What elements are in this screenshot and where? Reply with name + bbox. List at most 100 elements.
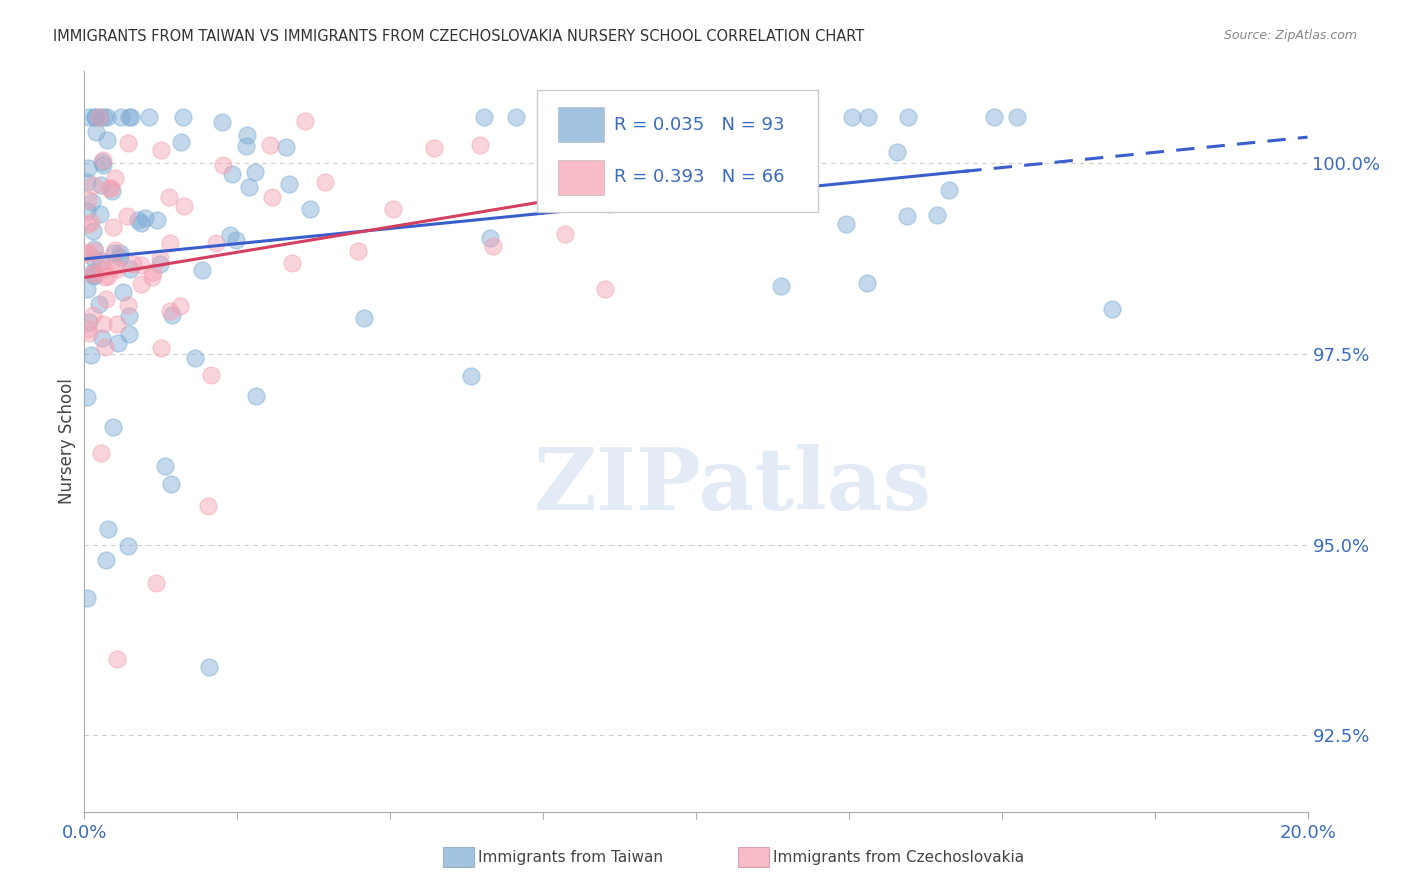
Point (236, 128, 259, 142)
Y-axis label: Nursery School: Nursery School (58, 378, 76, 505)
Point (94, 293, 117, 307)
Point (91, 153, 114, 168)
Point (478, 231, 501, 245)
Point (77, 193, 100, 207)
Point (101, 184, 124, 198)
Point (146, 213, 169, 227)
Point (91, 331, 114, 345)
Text: IMMIGRANTS FROM TAIWAN VS IMMIGRANTS FROM CZECHOSLOVAKIA NURSERY SCHOOL CORRELAT: IMMIGRANTS FROM TAIWAN VS IMMIGRANTS FRO… (53, 29, 865, 44)
Point (382, 202, 405, 217)
Point (141, 270, 163, 285)
Point (481, 239, 503, 253)
Point (856, 277, 879, 291)
Point (76, 175, 98, 189)
FancyBboxPatch shape (537, 90, 818, 212)
Point (554, 227, 576, 242)
Point (260, 190, 283, 204)
Point (108, 251, 131, 265)
Point (84, 125, 107, 139)
Point (84, 110, 107, 124)
Point (96, 110, 118, 124)
Point (221, 167, 243, 181)
Point (159, 476, 181, 491)
Point (897, 110, 920, 124)
Point (200, 368, 222, 383)
Text: Immigrants from Czechoslovakia: Immigrants from Czechoslovakia (773, 850, 1025, 864)
Point (353, 311, 375, 326)
Point (347, 244, 370, 258)
Point (94, 270, 117, 285)
Point (235, 139, 257, 153)
Point (117, 298, 139, 312)
Point (93, 262, 115, 277)
Point (104, 171, 127, 186)
Point (76, 245, 98, 260)
Point (155, 458, 177, 473)
Point (76, 322, 98, 336)
Point (159, 303, 181, 318)
Point (278, 177, 301, 191)
Point (90, 253, 112, 268)
Point (89, 110, 111, 124)
Point (150, 341, 173, 355)
Point (87, 296, 110, 310)
Point (925, 209, 948, 223)
Point (160, 308, 183, 322)
Point (138, 110, 160, 124)
Point (245, 165, 267, 179)
Point (80, 267, 103, 281)
Point (460, 368, 482, 383)
Point (93, 340, 115, 354)
Point (856, 110, 879, 124)
Point (274, 140, 297, 154)
Point (117, 136, 139, 151)
Text: R = 0.393   N = 66: R = 0.393 N = 66 (614, 169, 785, 186)
Point (129, 277, 152, 291)
Point (149, 252, 172, 266)
Point (173, 199, 195, 213)
Point (76, 282, 98, 296)
Point (170, 135, 193, 149)
Point (82, 308, 104, 322)
Text: Source: ZipAtlas.com: Source: ZipAtlas.com (1223, 29, 1357, 42)
Point (259, 138, 281, 153)
Point (129, 258, 152, 272)
Point (679, 110, 702, 124)
Point (90, 253, 112, 268)
Point (835, 217, 858, 231)
Point (104, 243, 127, 257)
Point (205, 236, 228, 251)
Text: Immigrants from Taiwan: Immigrants from Taiwan (478, 850, 664, 864)
Point (122, 257, 145, 271)
Point (76, 591, 98, 605)
Point (583, 144, 606, 158)
Point (82, 178, 104, 192)
Point (101, 219, 124, 234)
Point (93, 317, 115, 331)
Point (938, 183, 960, 197)
Point (149, 144, 172, 158)
Point (117, 539, 139, 553)
Point (120, 262, 142, 277)
Point (83, 268, 105, 282)
Point (90, 446, 112, 460)
Point (769, 279, 792, 293)
Point (613, 110, 636, 124)
Point (84, 110, 107, 124)
Point (101, 419, 124, 434)
Point (93, 110, 115, 124)
Text: R = 0.035   N = 93: R = 0.035 N = 93 (614, 116, 785, 134)
Point (129, 216, 152, 230)
Point (100, 181, 122, 195)
Point (118, 110, 141, 124)
Point (896, 209, 918, 223)
Point (595, 281, 617, 295)
Point (110, 246, 132, 260)
Point (120, 110, 142, 124)
Point (474, 110, 496, 124)
Point (118, 309, 141, 323)
Point (112, 285, 135, 299)
Point (77, 315, 100, 329)
Point (89, 207, 111, 221)
Point (98, 181, 121, 195)
